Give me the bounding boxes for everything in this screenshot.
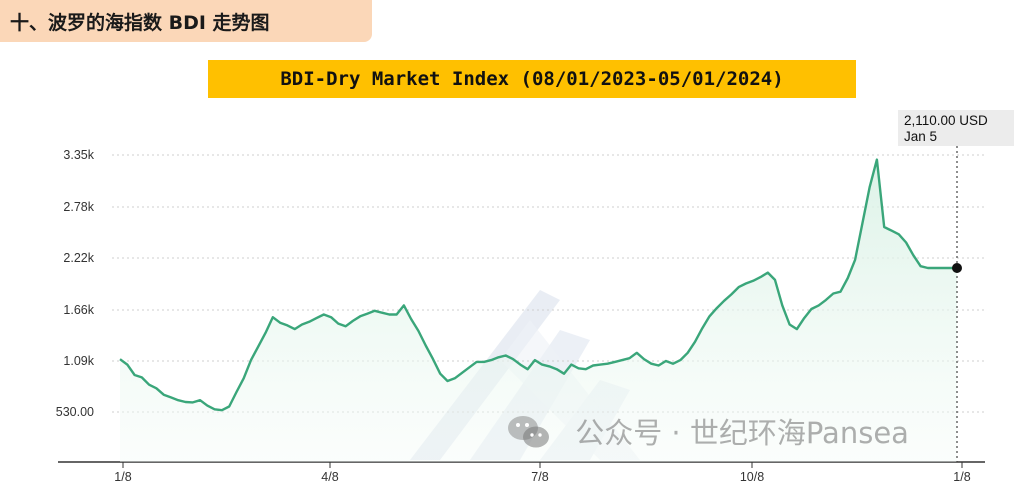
last-point-marker[interactable] xyxy=(952,263,962,274)
value-tooltip: 2,110.00 USD Jan 5 xyxy=(898,110,1014,146)
y-tick-label: 2.22k xyxy=(63,251,94,265)
y-tick-label: 1.66k xyxy=(63,303,94,317)
chart-title: BDI-Dry Market Index (08/01/2023-05/01/2… xyxy=(208,60,856,98)
x-tick-label: 10/8 xyxy=(740,470,764,484)
x-tick-label: 7/8 xyxy=(531,470,548,484)
x-axis-ticks: 1/8 4/8 7/8 10/8 1/8 xyxy=(114,462,971,484)
x-tick-label: 1/8 xyxy=(953,470,970,484)
series-area xyxy=(120,159,957,462)
watermark-text: 公众号 · 世纪环海Pansea xyxy=(575,416,909,450)
y-tick-label: 1.09k xyxy=(63,354,94,368)
y-tick-label: 3.35k xyxy=(63,148,94,162)
chart-title-text: BDI-Dry Market Index (08/01/2023-05/01/2… xyxy=(280,68,784,90)
section-header-text: 十、波罗的海指数 BDI 走势图 xyxy=(10,12,270,34)
x-tick-label: 4/8 xyxy=(321,470,338,484)
y-tick-label: 530.00 xyxy=(56,405,94,419)
x-tick-label: 1/8 xyxy=(114,470,131,484)
tooltip-value: 2,110.00 USD xyxy=(904,113,988,128)
y-tick-label: 2.78k xyxy=(63,200,94,214)
wechat-icon xyxy=(506,413,552,458)
watermark: 公众号 · 世纪环海Pansea xyxy=(506,410,986,454)
section-header: 十、波罗的海指数 BDI 走势图 xyxy=(0,0,372,42)
tooltip-date: Jan 5 xyxy=(904,129,938,144)
y-axis-ticks: 3.35k 2.78k 2.22k 1.66k 1.09k 530.00 xyxy=(56,148,95,419)
series-line xyxy=(119,158,957,412)
